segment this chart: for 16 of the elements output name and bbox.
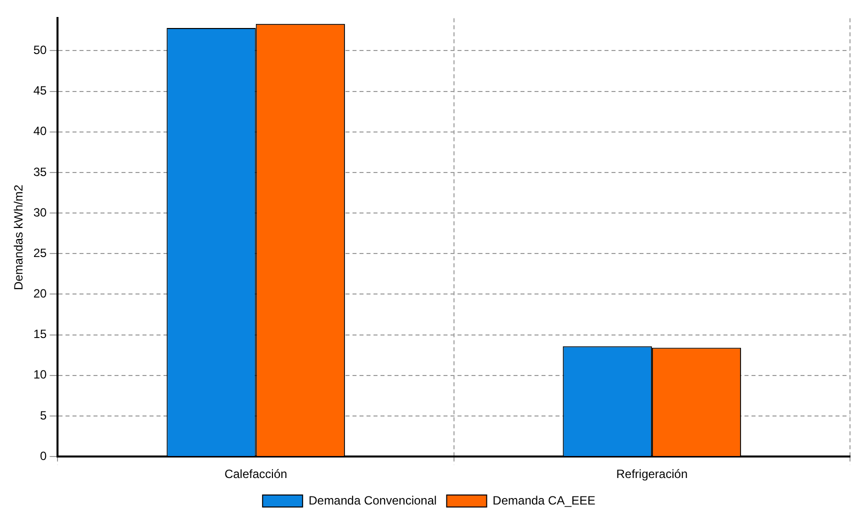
x-tick-label: Refrigeración: [616, 467, 688, 482]
y-tick-label: 25: [33, 246, 48, 260]
y-tick-label: 15: [33, 327, 48, 342]
y-tick-label: 30: [33, 205, 48, 220]
y-tick-label: 40: [33, 124, 48, 138]
legend-label: Demanda Convencional: [308, 493, 437, 508]
legend-label: Demanda CA_EEE: [492, 493, 596, 508]
y-tick-label: 50: [33, 42, 48, 57]
y-tick-label: 10: [33, 368, 48, 382]
x-tick-label: Calefacción: [224, 467, 288, 482]
y-tick-label: 0: [40, 448, 48, 463]
y-tick-label: 45: [33, 84, 48, 98]
y-axis-title: Demandas kWh/m2: [12, 184, 26, 290]
y-tick-label: 35: [33, 164, 48, 179]
y-tick-label: 5: [40, 408, 48, 422]
y-tick-label: 20: [33, 286, 48, 301]
